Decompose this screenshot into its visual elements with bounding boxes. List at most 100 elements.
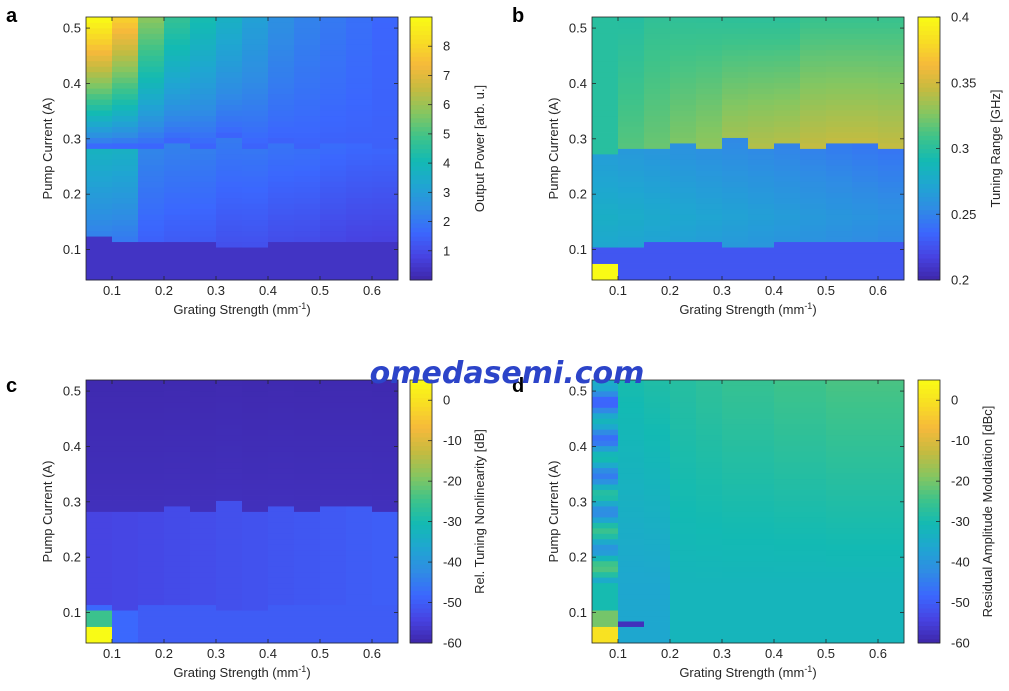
heatmap-cell: [138, 445, 165, 452]
heatmap-cell: [696, 126, 723, 133]
heatmap-cell: [112, 17, 139, 23]
colorbar-segment: [918, 577, 940, 583]
heatmap-cell: [722, 33, 749, 40]
heatmap-cell: [800, 225, 827, 232]
heatmap-cell: [164, 225, 191, 232]
colorbar-segment: [918, 616, 940, 622]
heatmap-cell: [320, 230, 347, 237]
heatmap-cell: [878, 401, 905, 408]
heatmap-cell: [372, 236, 399, 243]
heatmap-cell: [696, 577, 723, 584]
heatmap-cell: [878, 423, 905, 430]
colorbar-segment: [410, 266, 432, 272]
heatmap-cell: [722, 500, 749, 507]
heatmap-cell: [346, 236, 373, 243]
heatmap-cell: [372, 484, 399, 490]
heatmap-cell: [138, 549, 165, 556]
heatmap-cell: [190, 44, 217, 51]
heatmap-cell: [670, 93, 697, 100]
heatmap-cell: [826, 263, 853, 270]
heatmap-cell: [852, 214, 879, 221]
x-tick-label: 0.3: [713, 646, 731, 661]
heatmap-cell: [86, 396, 113, 403]
colorbar-segment: [918, 244, 940, 250]
heatmap-cell: [644, 203, 671, 210]
colorbar-segment: [410, 135, 432, 141]
heatmap-cell: [800, 429, 827, 436]
heatmap-cell: [112, 153, 139, 160]
heatmap-cell: [800, 258, 827, 264]
heatmap-cell: [268, 104, 295, 111]
heatmap: [86, 380, 399, 644]
heatmap-cell: [618, 274, 645, 281]
heatmap-cell: [138, 429, 165, 436]
heatmap-cell: [294, 522, 321, 529]
heatmap-cell: [800, 445, 827, 452]
x-tick-label: 0.6: [869, 283, 887, 298]
heatmap-cell: [242, 22, 269, 29]
heatmap-cell: [826, 77, 853, 84]
heatmap-cell: [878, 104, 905, 111]
colorbar-segment: [918, 568, 940, 574]
x-axis-label-close: ): [812, 665, 816, 680]
panel-letter: b: [512, 5, 524, 27]
heatmap-cell: [86, 269, 113, 275]
heatmap-cell: [242, 599, 269, 606]
heatmap-cell: [644, 412, 671, 419]
heatmap-cell: [346, 197, 373, 204]
heatmap-cell: [852, 549, 879, 556]
heatmap-cell: [294, 208, 321, 215]
y-tick-label: 0.1: [569, 242, 587, 257]
heatmap-cell: [190, 588, 217, 595]
colorbar-segment: [918, 201, 940, 206]
heatmap-cell: [748, 637, 775, 644]
heatmap-cell: [164, 60, 191, 67]
heatmap-cell: [242, 429, 269, 436]
x-axis-label-exponent: -1: [298, 301, 306, 311]
heatmap-cell: [696, 489, 723, 496]
heatmap-cell: [216, 241, 243, 248]
heatmap-cell: [722, 555, 749, 562]
heatmap-cell: [722, 258, 749, 264]
colorbar-frame: [917, 379, 941, 644]
heatmap-cell: [320, 478, 347, 485]
heatmap-cell: [138, 560, 165, 567]
heatmap-cell: [216, 593, 243, 600]
heatmap-cell: [346, 192, 373, 199]
heatmap-cell: [138, 440, 165, 447]
heatmap-cell: [268, 192, 295, 199]
heatmap-cell: [670, 17, 697, 23]
heatmap-cell: [592, 225, 619, 232]
heatmap-cell: [826, 241, 853, 248]
heatmap-cell: [372, 632, 399, 638]
heatmap-cell: [618, 60, 645, 67]
colorbar-label: Output Power [arb. u.]: [472, 85, 487, 212]
heatmap-cell: [164, 77, 191, 84]
heatmap-cell: [826, 538, 853, 545]
heatmap-cell: [592, 615, 619, 622]
heatmap-cell: [346, 55, 373, 62]
heatmap-cell: [372, 143, 399, 149]
heatmap-cell: [670, 544, 697, 551]
heatmap-cell: [696, 423, 723, 430]
y-tick-label: 0.5: [569, 21, 587, 36]
heatmap-cell: [826, 22, 853, 29]
heatmap-cell: [294, 506, 321, 512]
heatmap-cell: [86, 418, 113, 425]
heatmap-cell: [86, 582, 113, 589]
heatmap-cell: [372, 121, 399, 127]
heatmap-cell: [826, 159, 853, 166]
heatmap-cell: [372, 511, 399, 518]
heatmap-cell: [592, 38, 619, 45]
heatmap-cell: [164, 44, 191, 51]
heatmap-cell: [852, 115, 879, 122]
heatmap-cell: [346, 544, 373, 551]
heatmap-cell: [190, 203, 217, 210]
heatmap-cell: [774, 637, 801, 644]
heatmap-cell: [190, 55, 217, 62]
heatmap-cell: [216, 164, 243, 171]
heatmap-cell: [722, 456, 749, 463]
heatmap-cell: [112, 22, 139, 29]
heatmap-cell: [112, 93, 139, 100]
heatmap-cell: [774, 522, 801, 529]
